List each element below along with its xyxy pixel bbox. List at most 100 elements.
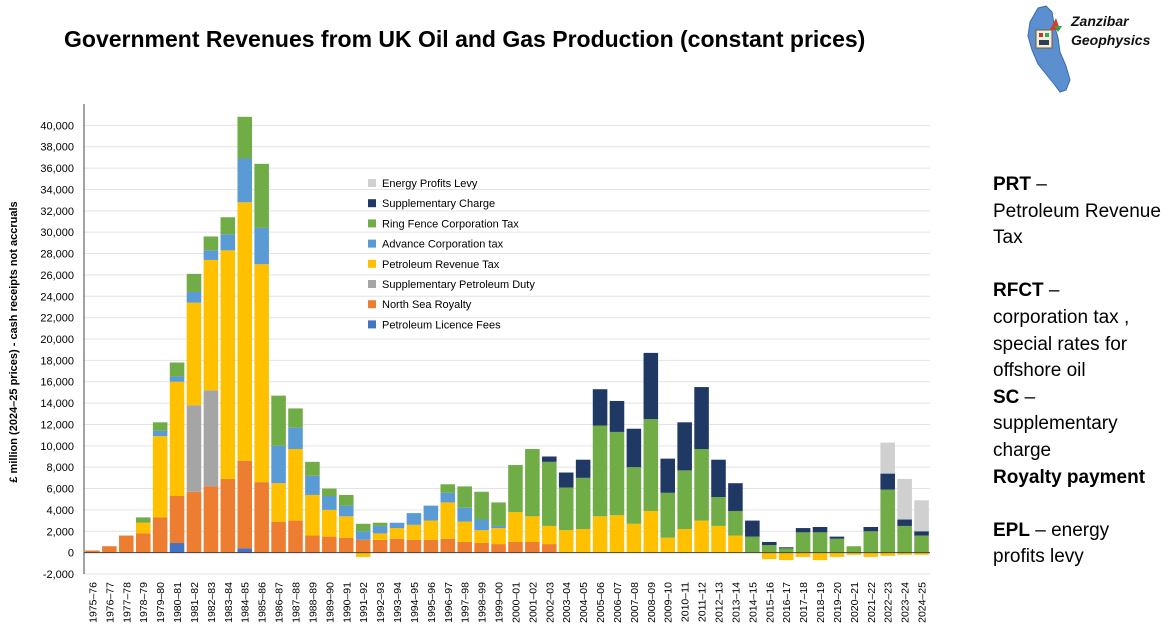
x-tick-label: 2020–21: [849, 582, 861, 623]
x-tick-label: 2004–05: [578, 582, 590, 623]
x-tick-label: 2000–01: [510, 582, 522, 623]
x-tick-label: 2011–12: [697, 582, 709, 622]
x-tick-label: 1993–94: [392, 582, 404, 623]
bar-segment: Supplementary Petroleum Duty 1981–82: 81…: [186, 405, 202, 492]
y-tick-label: 26,000: [40, 270, 74, 282]
x-tick-label: 2006–07: [612, 582, 624, 623]
legend-label: Advance Corporation tax: [382, 239, 504, 251]
bar-segment: North Sea Royalty 1999–00: 800: [491, 544, 506, 553]
bar-segment: North Sea Royalty 1979–80: 3300: [152, 517, 168, 553]
bar-segment: Supplementary Charge 2011–12: 5800: [694, 387, 709, 450]
x-tick-label: 1979–80: [155, 582, 167, 623]
legend-label: Petroleum Licence Fees: [382, 319, 501, 331]
bar-segment: Advance Corporation tax 1980–81: 500: [169, 376, 185, 382]
bar-segment: Advance Corporation tax 1994–95: 1100: [406, 513, 422, 525]
bar-segment: Ring Fence Corporation Tax 1986–87: 4700: [271, 395, 286, 446]
bar-segment: Ring Fence Corporation Tax 2019–20: 1300: [829, 538, 845, 553]
bar-segment: Ring Fence Corporation Tax 1990–91: 1000: [338, 494, 354, 506]
legend-label: Petroleum Revenue Tax: [382, 259, 500, 271]
bar-segment: Ring Fence Corporation Tax 2010–11: 5500: [677, 470, 692, 530]
bar-segment: Petroleum Revenue Tax 1983–84: 21400: [220, 250, 236, 479]
abbreviation-notes: PRT – Petroleum Revenue Tax RFCT – corpora…: [993, 172, 1165, 571]
bar-segment: Petroleum Revenue Tax 2013–14: 1600: [728, 535, 743, 553]
bar-segment: Advance Corporation tax 1992–93: 700: [372, 525, 388, 534]
note-rfct: RFCT – corporation tax , special rates fo…: [993, 280, 1130, 382]
bar-segment: Advance Corporation tax 1983–84: 1500: [220, 234, 236, 251]
bar-segment: Ring Fence Corporation Tax 2018–19: 1900: [812, 532, 828, 553]
bar-segment: Ring Fence Corporation Tax 2004–05: 4800: [575, 477, 591, 530]
x-tick-label: 1981–82: [189, 582, 201, 623]
legend-swatch: [368, 259, 376, 268]
y-tick-label: 36,000: [40, 163, 74, 175]
x-tick-label: 2008–09: [646, 582, 658, 623]
x-tick-labels: 1975–76 1976–77 1977–78 1978–79 1979–80 1980–…: [87, 582, 928, 623]
y-axis-label: £ million (2024–25 prices) - cash receip…: [8, 201, 20, 482]
legend-swatch: [368, 179, 376, 187]
y-tick-label: 32,000: [40, 206, 74, 218]
bar-segment: Ring Fence Corporation Tax 2015–16: 700: [761, 545, 777, 553]
rfct-desc: corporation tax , special rates for offs…: [993, 306, 1130, 382]
x-tick-label: 1977–78: [121, 582, 133, 623]
bar-segment: Ring Fence Corporation Tax 1980–81: 1300: [169, 362, 185, 377]
x-tick-label: 2007–08: [629, 582, 641, 623]
y-tick-label: 18,000: [40, 355, 74, 367]
bar-segment: North Sea Royalty 1990–91: 1400: [338, 537, 354, 553]
revenue-chart: North Sea Royalty 1975–76: 200 North Sea …: [8, 104, 930, 623]
logo-line-2: Geophysics: [1071, 32, 1151, 48]
legend-swatch: [368, 219, 376, 228]
bar-segment: Supplementary Charge 2006–07: 2900: [609, 400, 625, 432]
bar-segment: Ring Fence Corporation Tax 2003–04: 4000: [558, 487, 574, 531]
x-tick-label: 2022–23: [883, 582, 895, 623]
bar-segment: Petroleum Revenue Tax 1984–85: 24200: [237, 202, 253, 461]
bar-segment: Ring Fence Corporation Tax 2017–18: 1900: [795, 532, 811, 553]
x-tick-label: 1984–85: [240, 582, 252, 623]
prt-abbr: PRT: [993, 174, 1031, 195]
x-tick-label: 2024–25: [917, 582, 929, 623]
bar-segment: Supplementary Charge 2005–06: 3400: [592, 389, 608, 426]
bar-segment: Ring Fence Corporation Tax 2023–24: 2500: [897, 525, 912, 553]
bar-segment: Ring Fence Corporation Tax 1988–89: 1300: [305, 461, 320, 476]
x-tick-label: 1991–92: [358, 582, 370, 623]
bar-segment: Ring Fence Corporation Tax 1979–80: 800: [152, 422, 168, 431]
x-tick-label: 1978–79: [138, 582, 150, 623]
bar-segment: Supplementary Charge 2014–15: 1500: [745, 520, 760, 537]
bar-segment: North Sea Royalty 1975–76: 200: [85, 550, 100, 553]
y-tick-label: 40,000: [40, 120, 74, 132]
bar-segment: North Sea Royalty 2000–01: 1000: [508, 541, 523, 553]
x-tick-label: 1997–98: [460, 582, 472, 623]
bar-segment: Ring Fence Corporation Tax 2001–02: 6300: [525, 449, 540, 517]
note-epl: EPL – energy profits levy: [993, 519, 1110, 568]
x-tick-label: 2014–15: [747, 582, 759, 623]
bar-segment: Supplementary Charge 2024–25: 400: [914, 531, 929, 536]
bar-segment: Petroleum Revenue Tax 2019–20: -400: [829, 552, 845, 557]
bar-segment: Petroleum Revenue Tax 1992–93: 600: [372, 533, 388, 540]
bar-segment: Advance Corporation tax 1979–80: 500: [152, 430, 168, 437]
bar-segment: Ring Fence Corporation Tax 1996–97: 800: [440, 484, 456, 493]
legend-swatch: [368, 320, 376, 329]
x-tick-label: 1976–77: [104, 582, 116, 623]
bar-segment: Ring Fence Corporation Tax 1992–93: 300: [372, 522, 388, 526]
bar-segment: Petroleum Revenue Tax 1986–87: 3600: [271, 483, 286, 522]
bar-segment: Petroleum Revenue Tax 1999–00: 1500: [491, 528, 506, 545]
bar-segment: Supplementary Charge 2004–05: 1700: [575, 459, 591, 478]
x-tick-label: 1996–97: [443, 582, 455, 623]
bar-segment: Ring Fence Corporation Tax 1989–90: 700: [322, 488, 337, 497]
epl-abbr: EPL: [993, 519, 1030, 541]
bar-segment: Petroleum Revenue Tax 2002–03: 1700: [542, 525, 557, 545]
bar-segment: Advance Corporation tax 1985–86: 3400: [254, 227, 269, 265]
legend: Energy Profits Levy Supplementary Charge R…: [368, 178, 535, 331]
bar-segment: Ring Fence Corporation Tax 2016–17: 400: [778, 548, 794, 553]
bar-segment: Petroleum Revenue Tax 1996–97: 3400: [440, 502, 456, 539]
bar-segment: Ring Fence Corporation Tax 2020–21: 600: [846, 546, 862, 553]
bar-segment: Advance Corporation tax 1991–92: 800: [355, 531, 371, 540]
x-tick-label: 1995–96: [426, 582, 438, 623]
bar-segment: Petroleum Revenue Tax 2012–13: 2500: [711, 525, 726, 553]
bar-segment: North Sea Royalty 1996–97: 1300: [440, 538, 456, 553]
bar-segment: Supplementary Charge 2023–24: 600: [897, 519, 912, 526]
x-tick-label: 2016–17: [781, 582, 793, 623]
note-prt: PRT – Petroleum Revenue Tax: [993, 174, 1161, 249]
bar-segment: North Sea Royalty 1986–87: 2900: [271, 521, 286, 553]
